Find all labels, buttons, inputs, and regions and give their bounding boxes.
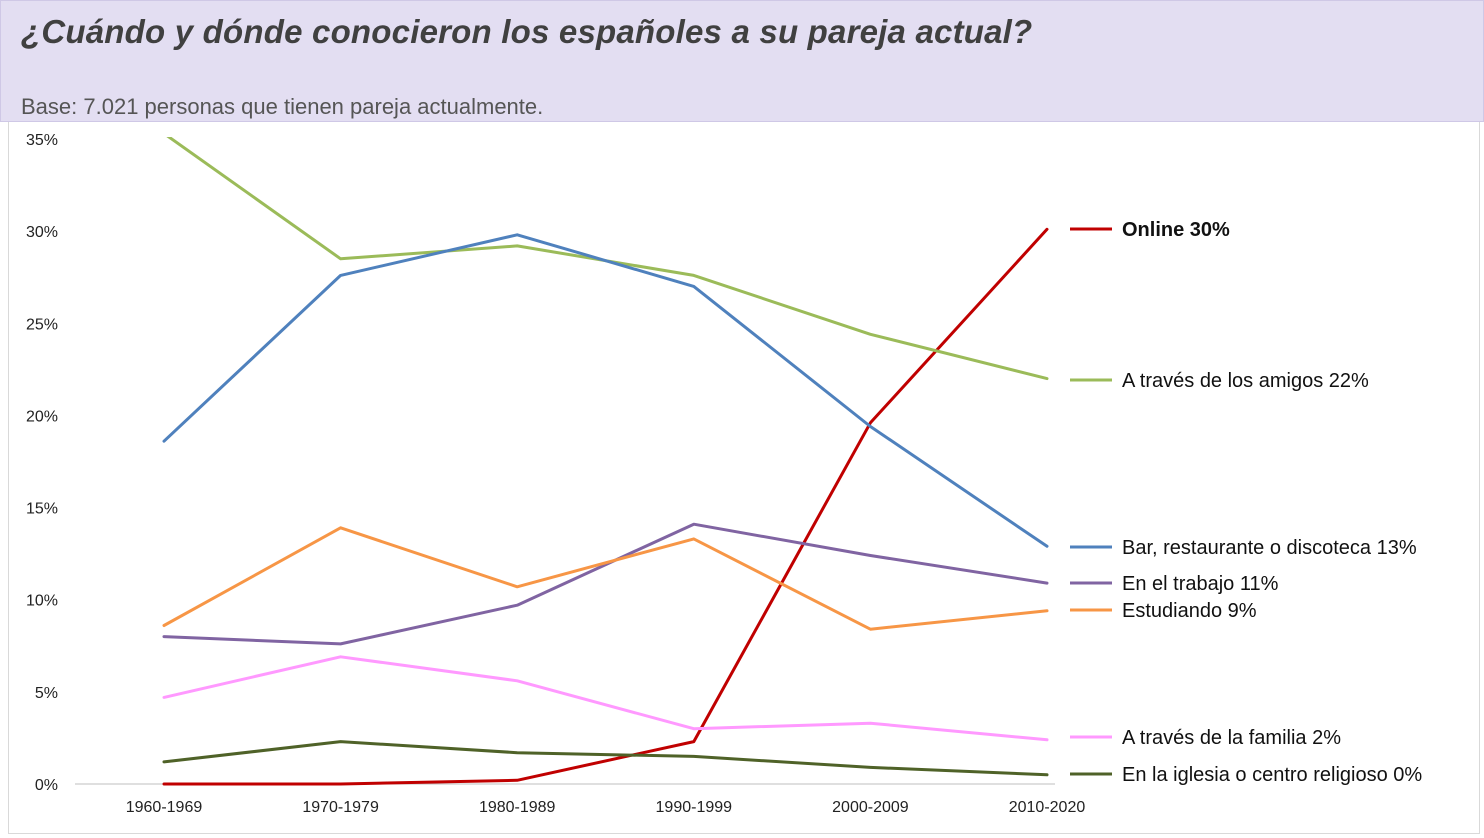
y-tick-label: 20% (26, 408, 58, 425)
legend-label-estudiando: Estudiando 9% (1122, 600, 1257, 622)
x-tick-label: 1960-1969 (126, 799, 203, 816)
series-line-familia (162, 655, 1049, 742)
series-line-trabajo (162, 522, 1049, 646)
chart-header: ¿Cuándo y dónde conocieron los españoles… (0, 0, 1484, 122)
y-tick-label: 35% (26, 132, 58, 149)
x-tick-label: 1990-1999 (656, 799, 733, 816)
legend-label-familia: A través de la familia 2% (1122, 727, 1341, 749)
x-tick-label: 1970-1979 (302, 799, 379, 816)
y-tick-label: 15% (26, 501, 58, 518)
series-line-estudiando (162, 526, 1049, 631)
y-tick-label: 10% (26, 593, 58, 610)
x-tick-label: 2010-2020 (1009, 799, 1086, 816)
series-line-online (162, 227, 1049, 786)
legend-label-trabajo: En el trabajo 11% (1122, 573, 1279, 595)
series-line-bar (162, 233, 1049, 548)
x-tick-label: 1980-1989 (479, 799, 556, 816)
series-line-amigos (166, 137, 1049, 381)
series-lines (162, 137, 1049, 786)
plot-frame (8, 122, 1480, 834)
y-tick-label: 25% (26, 316, 58, 333)
legend-label-online: Online 30% (1122, 219, 1230, 241)
series-line-iglesia (162, 740, 1049, 777)
y-tick-label: 5% (35, 685, 58, 702)
chart-subtitle: Base: 7.021 personas que tienen pareja a… (21, 94, 544, 119)
legend-label-bar: Bar, restaurante o discoteca 13% (1122, 537, 1417, 559)
y-tick-label: 30% (26, 224, 58, 241)
chart-title: ¿Cuándo y dónde conocieron los españoles… (21, 13, 1033, 50)
legend-label-iglesia: En la iglesia o centro religioso 0% (1122, 764, 1422, 786)
y-tick-label: 0% (35, 777, 58, 794)
legend-label-amigos: A través de los amigos 22% (1122, 370, 1369, 392)
x-tick-label: 2000-2009 (832, 799, 909, 816)
